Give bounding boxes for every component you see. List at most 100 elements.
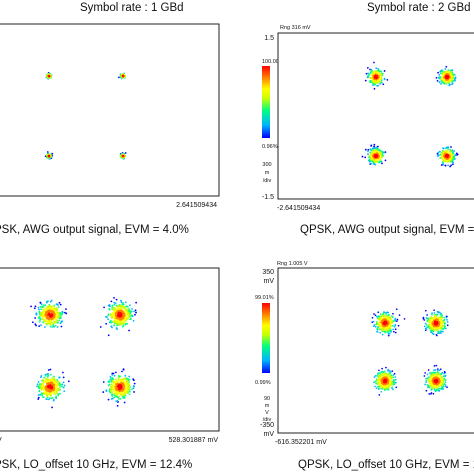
constellation-point xyxy=(442,388,445,390)
constellation-point xyxy=(111,306,114,309)
constellation-point xyxy=(403,318,406,320)
constellation-point xyxy=(432,330,435,333)
y-axis-bottom-label: -1.5 xyxy=(262,194,274,201)
constellation-point xyxy=(433,312,436,314)
constellation-point xyxy=(108,383,111,386)
scale-label-value: 300 xyxy=(262,162,271,168)
constellation-point xyxy=(391,315,393,317)
panel-title: Symbol rate : 1 GBd xyxy=(80,2,184,14)
constellation-point xyxy=(48,397,51,399)
constellation-point xyxy=(50,373,52,376)
constellation-point xyxy=(63,384,66,387)
scale-label-unit: m xyxy=(265,403,270,409)
constellation-point xyxy=(430,392,433,394)
constellation-point xyxy=(51,406,53,409)
constellation-point xyxy=(446,75,448,78)
constellation-point xyxy=(47,75,50,78)
constellation-point xyxy=(46,373,48,376)
constellation-point xyxy=(119,385,122,388)
constellation-point xyxy=(49,311,52,313)
constellation-point xyxy=(444,375,446,378)
constellation-point xyxy=(115,298,118,301)
constellation-point xyxy=(40,306,43,309)
constellation-point xyxy=(37,394,40,396)
constellation-point xyxy=(370,149,373,152)
constellation-point xyxy=(115,327,118,329)
constellation-point xyxy=(40,324,42,327)
constellation-point xyxy=(393,383,396,386)
constellation-point xyxy=(438,387,440,390)
constellation-point xyxy=(449,83,451,86)
constellation-point xyxy=(132,378,135,381)
constellation-point xyxy=(375,76,378,79)
constellation-point xyxy=(367,74,370,77)
constellation-point xyxy=(113,394,116,397)
constellation-point xyxy=(445,327,447,330)
constellation-point xyxy=(381,162,383,165)
constellation-point xyxy=(437,372,440,374)
range-label: Rng 1.005 V xyxy=(277,261,308,267)
constellation-point xyxy=(439,388,442,390)
constellation-point xyxy=(52,391,55,394)
constellation-point xyxy=(387,332,390,335)
y-axis-top-unit: mV xyxy=(264,278,275,285)
constellation-point xyxy=(377,71,379,74)
constellation-point xyxy=(435,380,437,382)
constellation-point xyxy=(437,311,440,314)
constellation-point xyxy=(48,386,51,388)
constellation-point xyxy=(111,374,114,376)
constellation-point xyxy=(110,383,113,386)
constellation-point xyxy=(451,82,454,85)
constellation-point xyxy=(31,321,34,324)
constellation-point xyxy=(428,393,431,395)
constellation-point xyxy=(375,315,378,318)
panel-caption: QPSK, AWG output signal, EVM = xyxy=(300,224,474,236)
constellation-point xyxy=(361,155,364,158)
constellation-point xyxy=(367,76,370,79)
constellation-point xyxy=(384,159,387,162)
constellation-point xyxy=(114,302,117,305)
constellation-point xyxy=(52,398,55,401)
constellation-point xyxy=(53,325,55,328)
constellation-point xyxy=(392,376,394,379)
constellation-point xyxy=(63,390,66,393)
constellation-point xyxy=(373,61,375,64)
constellation-point xyxy=(441,323,443,325)
constellation-point xyxy=(444,384,447,386)
constellation-point xyxy=(377,311,380,314)
constellation-point xyxy=(133,310,136,313)
constellation-point xyxy=(427,317,429,319)
constellation-point xyxy=(49,300,52,303)
constellation-point xyxy=(56,379,59,381)
constellation-point xyxy=(124,152,127,154)
constellation-point xyxy=(123,401,126,404)
scale-label-value: 90 xyxy=(264,396,270,402)
constellation-point xyxy=(46,375,49,378)
plot-frame xyxy=(0,23,220,197)
colorbar xyxy=(262,303,270,373)
constellation-point xyxy=(440,78,443,80)
constellation-point xyxy=(429,384,432,387)
constellation-point xyxy=(447,148,450,150)
constellation-point xyxy=(53,375,55,378)
constellation-point xyxy=(375,387,378,390)
constellation-point xyxy=(380,371,383,373)
constellation-point xyxy=(394,331,397,334)
constellation-point xyxy=(113,396,116,399)
constellation-point xyxy=(39,302,42,304)
constellation-point xyxy=(395,320,398,322)
constellation-point xyxy=(382,374,384,377)
constellation-point xyxy=(427,369,430,371)
constellation-point xyxy=(377,84,380,87)
constellation-point xyxy=(381,333,384,336)
constellation-point xyxy=(442,163,444,165)
panel-caption: PSK, AWG output signal, EVM = 4.0% xyxy=(0,224,189,236)
constellation-point xyxy=(375,146,378,149)
constellation-point xyxy=(388,332,391,335)
constellation-point xyxy=(439,374,442,377)
constellation-point xyxy=(444,385,447,388)
constellation-point xyxy=(428,376,430,378)
colorbar-min-label: 0.99% xyxy=(255,380,271,386)
constellation-point xyxy=(58,301,61,304)
constellation-point xyxy=(375,154,378,157)
